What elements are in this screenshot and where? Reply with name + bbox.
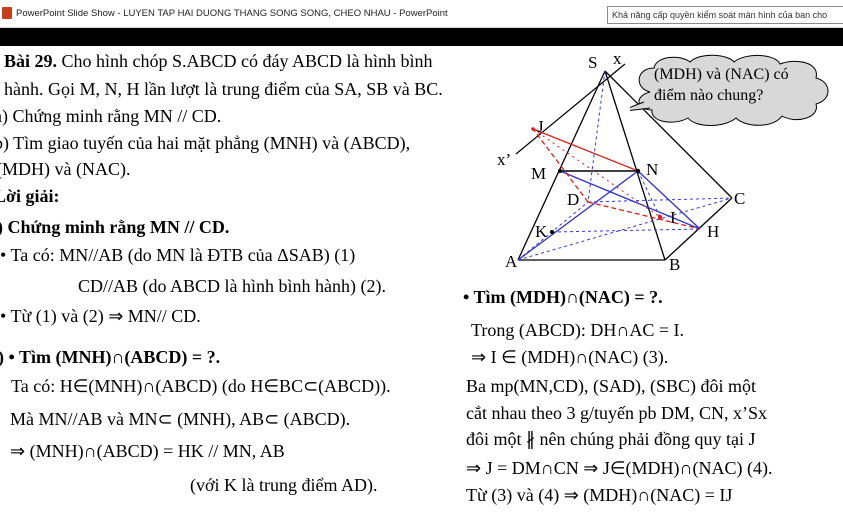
part-b-line-2: Mà MN//AB và MN⊂ (MNH), AB⊂ (ABCD).: [10, 409, 351, 429]
problem-line-4: b) Tìm giao tuyến của hai mặt phẳng (MNH…: [0, 133, 411, 153]
line-AC: [517, 197, 733, 261]
part-b-heading: b) • Tìm (MNH)∩(ABCD) = ?.: [0, 347, 221, 367]
problem-line-1: Bài 29. Cho hình chóp S.ABCD có đáy ABCD…: [4, 51, 433, 71]
part-c-line-5: đôi một ∦ nên chúng phải đồng quy tại J: [466, 429, 756, 449]
point-K: [550, 230, 554, 234]
part-c-line-2: ⇒ I ∈ (MDH)∩(NAC) (3).: [471, 347, 669, 367]
part-a-line-2: CD//AB (do ABCD là hình bình hành) (2).: [78, 276, 386, 296]
part-a-line-1: • Ta có: MN//AB (do MN là ĐTB của ΔSAB) …: [0, 245, 356, 265]
point-I: [657, 214, 663, 220]
edge-DC: [587, 197, 733, 203]
window-titlebar: PowerPoint Slide Show - LUYEN TAP HAI DU…: [0, 0, 843, 28]
point-N: [635, 168, 641, 174]
part-c-line-7: Từ (3) và (4) ⇒ (MDH)∩(NAC) = IJ: [466, 485, 733, 505]
edge-SA: [517, 70, 606, 261]
line-DH: [587, 201, 701, 230]
label-B: B: [669, 255, 681, 274]
part-a-line-3: • Từ (1) và (2) ⇒ MN// CD.: [0, 306, 201, 326]
label-H: H: [707, 222, 720, 241]
problem-line-5: (MDH) và (NAC).: [0, 159, 131, 179]
line-MH: [559, 170, 701, 230]
label-D: D: [567, 190, 580, 209]
line-JN: [532, 128, 639, 172]
label-J: J: [537, 117, 544, 136]
callout-line-2: điểm nào chung?: [654, 87, 764, 104]
part-c-line-6: ⇒ J = DM∩CN ⇒ J∈(MDH)∩(NAC) (4).: [466, 458, 773, 478]
line-IJ: [532, 128, 661, 218]
point-J: [531, 127, 535, 131]
part-c-line-3: Ba mp(MN,CD), (SAD), (SBC) đôi một: [466, 376, 757, 396]
line-DJ: [532, 128, 589, 203]
problem-line-3: a) Chứng minh rằng MN // CD.: [0, 106, 222, 126]
line-xSx: [515, 63, 626, 155]
part-c-line-1: Trong (ABCD): DH∩AC = I.: [471, 320, 685, 340]
slideshow-top-bar: [0, 28, 843, 46]
part-c-line-4: cắt nhau theo 3 g/tuyến pb DM, CN, x’Sx: [466, 403, 767, 423]
thought-cloud-callout: [630, 54, 829, 126]
screen-control-notice[interactable]: Khả năng cấp quyền kiểm soát màn hình củ…: [607, 6, 843, 24]
problem-line-2: hành. Gọi M, N, H lần lượt là trung điểm…: [4, 79, 443, 99]
line-NH: [637, 170, 701, 230]
powerpoint-icon: [2, 7, 12, 19]
solution-heading: Lời giải:: [0, 186, 60, 206]
part-b-line-1: Ta có: H∈(MNH)∩(ABCD) (do H∈BC⊂(ABCD)).: [11, 376, 391, 396]
part-b-line-3: ⇒ (MNH)∩(ABCD) = HK // MN, AB: [10, 441, 285, 461]
label-K: K: [535, 222, 548, 241]
label-S: S: [588, 53, 598, 72]
edge-SB: [604, 70, 666, 261]
part-b-line-4: (với K là trung điểm AD).: [190, 475, 378, 495]
label-N: N: [646, 160, 659, 179]
pyramid-figure: [515, 63, 733, 261]
label-M: M: [531, 164, 547, 183]
screen-control-notice-text: Khả năng cấp quyền kiểm soát màn hình củ…: [612, 10, 828, 20]
label-x-prime: x’: [497, 150, 512, 169]
line-NI: [637, 170, 661, 218]
line-NA: [517, 170, 639, 261]
label-x: x: [613, 49, 622, 68]
label-I: I: [670, 208, 676, 227]
problem-line-1-text: Cho hình chóp S.ABCD có đáy ABCD là hình…: [57, 51, 433, 71]
label-C: C: [734, 189, 746, 208]
point-M: [558, 169, 562, 173]
line-KH: [551, 228, 701, 233]
part-c-heading: • Tìm (MDH)∩(NAC) = ?.: [463, 287, 663, 307]
problem-number: Bài 29.: [4, 51, 58, 71]
edge-SD: [587, 70, 606, 203]
part-a-heading: a) Chứng minh rằng MN // CD.: [0, 217, 230, 237]
edge-SC: [604, 70, 733, 199]
window-title: PowerPoint Slide Show - LUYEN TAP HAI DU…: [16, 8, 448, 19]
slide[interactable]: Bài 29. Cho hình chóp S.ABCD có đáy ABCD…: [0, 46, 843, 527]
label-A: A: [505, 252, 518, 271]
callout-line-1: (MDH) và (NAC) có: [654, 66, 789, 83]
